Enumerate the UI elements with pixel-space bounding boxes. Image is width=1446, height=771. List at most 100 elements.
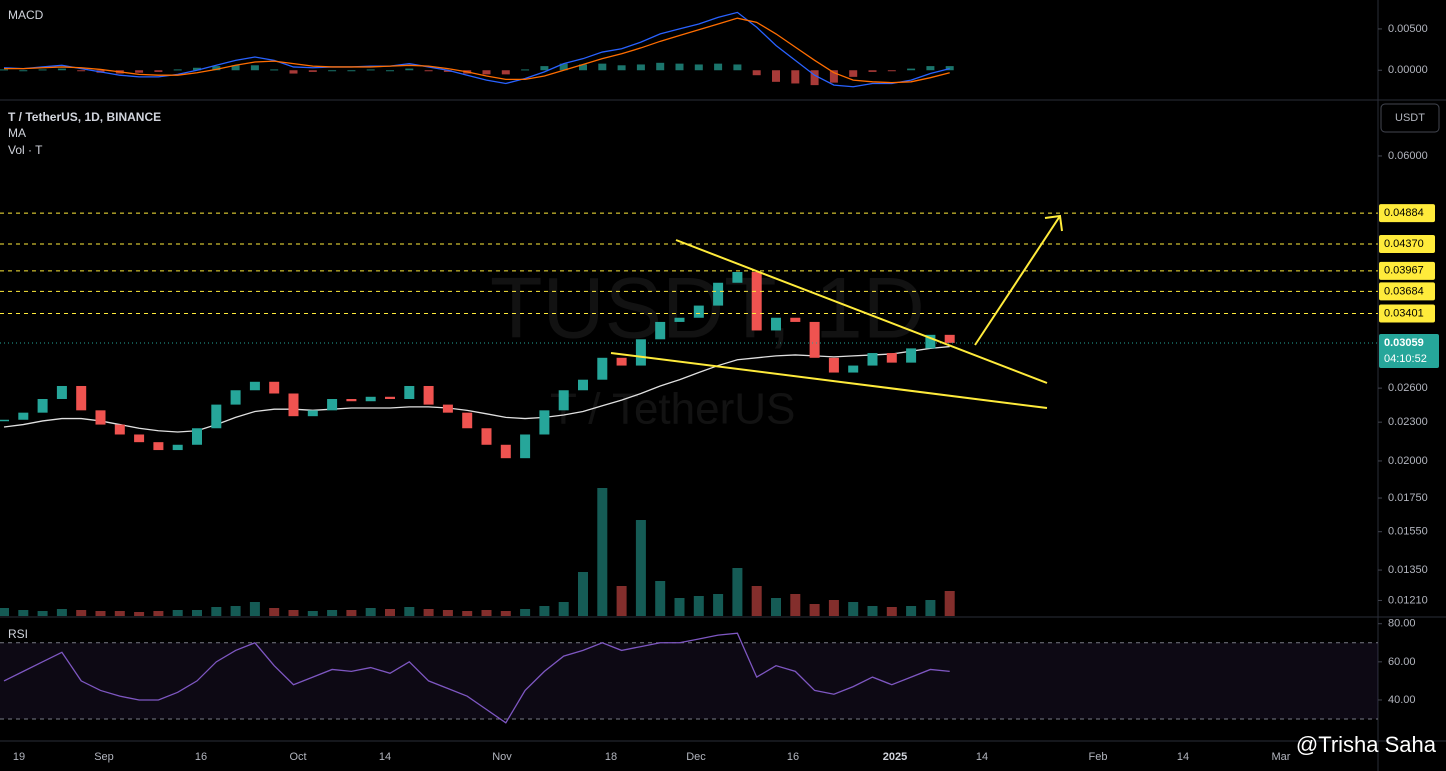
- volume-bar: [809, 604, 820, 616]
- volume-bar: [230, 606, 241, 616]
- volume-bar: [635, 520, 646, 616]
- histogram-bar: [945, 66, 954, 71]
- level-tag: [1379, 304, 1435, 323]
- volume-bar: [327, 610, 338, 616]
- candle-body: [346, 399, 357, 402]
- histogram-bar: [907, 68, 916, 71]
- volume-bar: [578, 572, 588, 616]
- histogram-bar: [810, 70, 819, 86]
- trendline: [675, 239, 1048, 384]
- candle-body: [76, 385, 87, 411]
- x-tick-label: Nov: [492, 751, 512, 763]
- volume-bar: [732, 568, 743, 616]
- histogram-bar: [791, 70, 800, 84]
- volume-bar: [500, 611, 511, 616]
- candle-body: [0, 419, 9, 422]
- candle-body: [713, 282, 724, 306]
- candle-body: [327, 399, 338, 411]
- indicator: Vol · T: [8, 143, 43, 157]
- histogram-bar: [38, 69, 47, 71]
- y-tick-label: 0.02300: [1388, 416, 1428, 428]
- histogram-bar: [270, 69, 279, 71]
- rsi-band: [0, 642, 1378, 720]
- last-price-label: 0.03059: [1384, 337, 1424, 349]
- histogram-bar: [656, 62, 665, 71]
- histogram-bar: [733, 64, 742, 71]
- volume-bar: [153, 611, 164, 616]
- histogram-bar: [694, 64, 703, 71]
- volume-bar: [944, 591, 955, 616]
- macd-line: [3, 11, 950, 88]
- candle-body: [828, 357, 839, 373]
- volume-bar: [771, 598, 781, 616]
- x-tick-label: 14: [976, 751, 988, 763]
- candle-body: [404, 385, 415, 400]
- volume-bar: [674, 598, 685, 616]
- marks: 0.00500 0.00000 0.06000 0.02600 0.02300 0.020…: [0, 11, 1439, 724]
- candle-body: [925, 334, 936, 349]
- trendline: [610, 352, 1048, 409]
- symbol-title: T / TetherUS, 1D, BINANCE: [8, 110, 161, 124]
- histogram-bar: [347, 70, 356, 72]
- candle-body: [616, 357, 627, 366]
- histogram-bar: [829, 70, 838, 83]
- volume-bar: [751, 586, 762, 616]
- histogram-bar: [559, 63, 568, 71]
- x-tick-label: 18: [605, 751, 617, 763]
- ma-line: [3, 345, 950, 433]
- histogram-bar: [77, 70, 86, 72]
- volume-bar: [346, 610, 357, 616]
- volume-bar: [134, 612, 145, 616]
- arrow: [974, 215, 1061, 346]
- x-tick-label: 16: [787, 751, 799, 763]
- candle-body: [211, 404, 222, 429]
- volume-bar: [867, 606, 878, 616]
- volume-bar: [462, 611, 473, 616]
- y-tick-label: 40.00: [1388, 694, 1416, 706]
- candle-body: [597, 357, 608, 380]
- histogram-bar: [212, 66, 221, 71]
- x-tick-label: Feb: [1089, 751, 1108, 763]
- rsi-title: RSI: [8, 627, 28, 641]
- volume-bar: [481, 610, 492, 616]
- x-tick-label: Dec: [686, 751, 706, 763]
- histogram-bar: [250, 65, 259, 71]
- candle-body: [732, 272, 743, 283]
- histogram-bar: [752, 70, 761, 76]
- histogram-bar: [231, 65, 240, 71]
- histogram-bar: [366, 69, 375, 71]
- candle-body: [790, 317, 801, 322]
- watermark: T / TetherUS: [550, 385, 795, 434]
- volume-bar: [655, 581, 666, 616]
- candle-body: [134, 434, 145, 443]
- candle-body: [558, 390, 569, 411]
- volume-bar: [56, 609, 67, 616]
- histogram-bar: [482, 70, 491, 75]
- candle-body: [385, 396, 395, 400]
- candle-body: [462, 412, 473, 429]
- y-tick-label: 0.06000: [1388, 150, 1428, 162]
- candle-body: [906, 348, 917, 363]
- currency-button[interactable]: [1380, 103, 1440, 133]
- volume-bar: [925, 600, 936, 616]
- candle-body: [520, 434, 531, 459]
- volume-bar: [76, 610, 87, 616]
- histogram-bar: [849, 70, 858, 77]
- volume-bar: [442, 610, 453, 616]
- level-tag: [1379, 234, 1435, 253]
- volume-bar: [269, 608, 280, 616]
- histogram-bar: [617, 65, 626, 71]
- candle-body: [693, 305, 704, 318]
- volume-bar: [404, 607, 415, 616]
- candle-body: [365, 396, 376, 402]
- x-tick-label: Oct: [289, 751, 306, 763]
- candle-body: [500, 444, 511, 459]
- candle-body: [153, 442, 164, 451]
- candle-body: [172, 444, 183, 451]
- currency[interactable]: USDT: [1395, 112, 1425, 124]
- volume-bar: [713, 594, 724, 616]
- histogram-bar: [308, 70, 317, 72]
- candle-body: [249, 381, 260, 391]
